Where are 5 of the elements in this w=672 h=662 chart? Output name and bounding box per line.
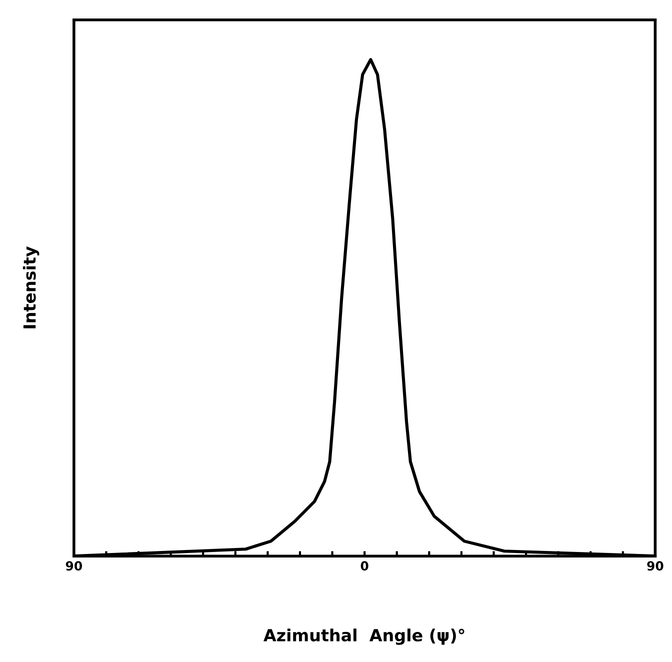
x-tick-label: 90 xyxy=(647,561,664,571)
x-axis-title: Azimuthal Angle (ψ)° xyxy=(264,628,464,645)
x-tick-label: 0 xyxy=(360,561,368,571)
x-tick-label: 90 xyxy=(66,561,82,571)
y-axis-title: Intensity xyxy=(22,246,40,328)
